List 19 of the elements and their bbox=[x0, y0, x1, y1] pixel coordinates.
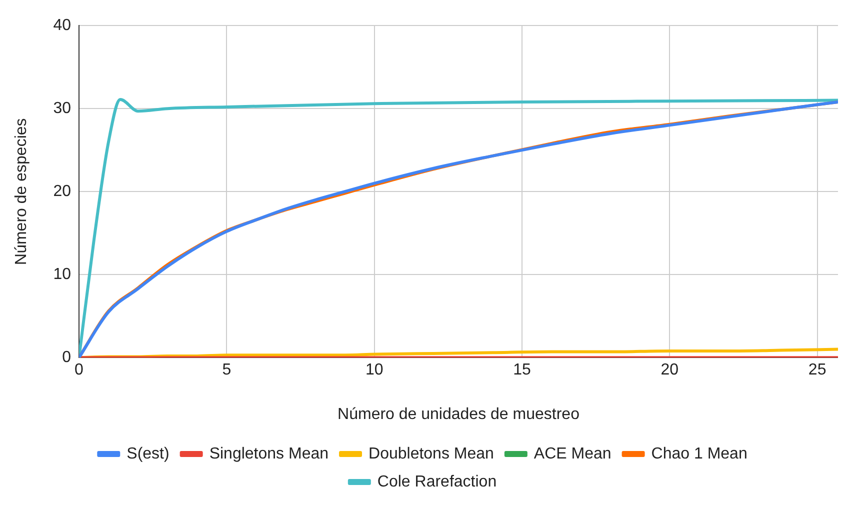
x-axis-title: Número de unidades de muestreo bbox=[338, 406, 580, 423]
x-tick-label: 15 bbox=[513, 362, 531, 379]
legend-label: Chao 1 Mean bbox=[651, 445, 748, 462]
x-tick-label: 20 bbox=[660, 362, 679, 379]
y-tick-label: 40 bbox=[53, 17, 72, 34]
y-tick-label: 0 bbox=[62, 349, 72, 366]
x-tick-label: 5 bbox=[222, 362, 232, 379]
legend-label: Cole Rarefaction bbox=[377, 473, 497, 490]
y-tick-label: 20 bbox=[53, 183, 72, 200]
y-tick-label: 10 bbox=[53, 266, 72, 284]
legend-label: S(est) bbox=[126, 445, 170, 462]
x-tick-label: 0 bbox=[74, 362, 84, 379]
legend-label: Doubletons Mean bbox=[368, 445, 494, 462]
legend-label: ACE Mean bbox=[534, 445, 612, 462]
legend-label: Singletons Mean bbox=[209, 445, 329, 462]
y-axis-title: Número de especies bbox=[13, 118, 30, 265]
x-tick-label: 25 bbox=[808, 362, 826, 379]
y-tick-label: 30 bbox=[53, 100, 72, 118]
x-tick-label: 10 bbox=[365, 362, 384, 379]
